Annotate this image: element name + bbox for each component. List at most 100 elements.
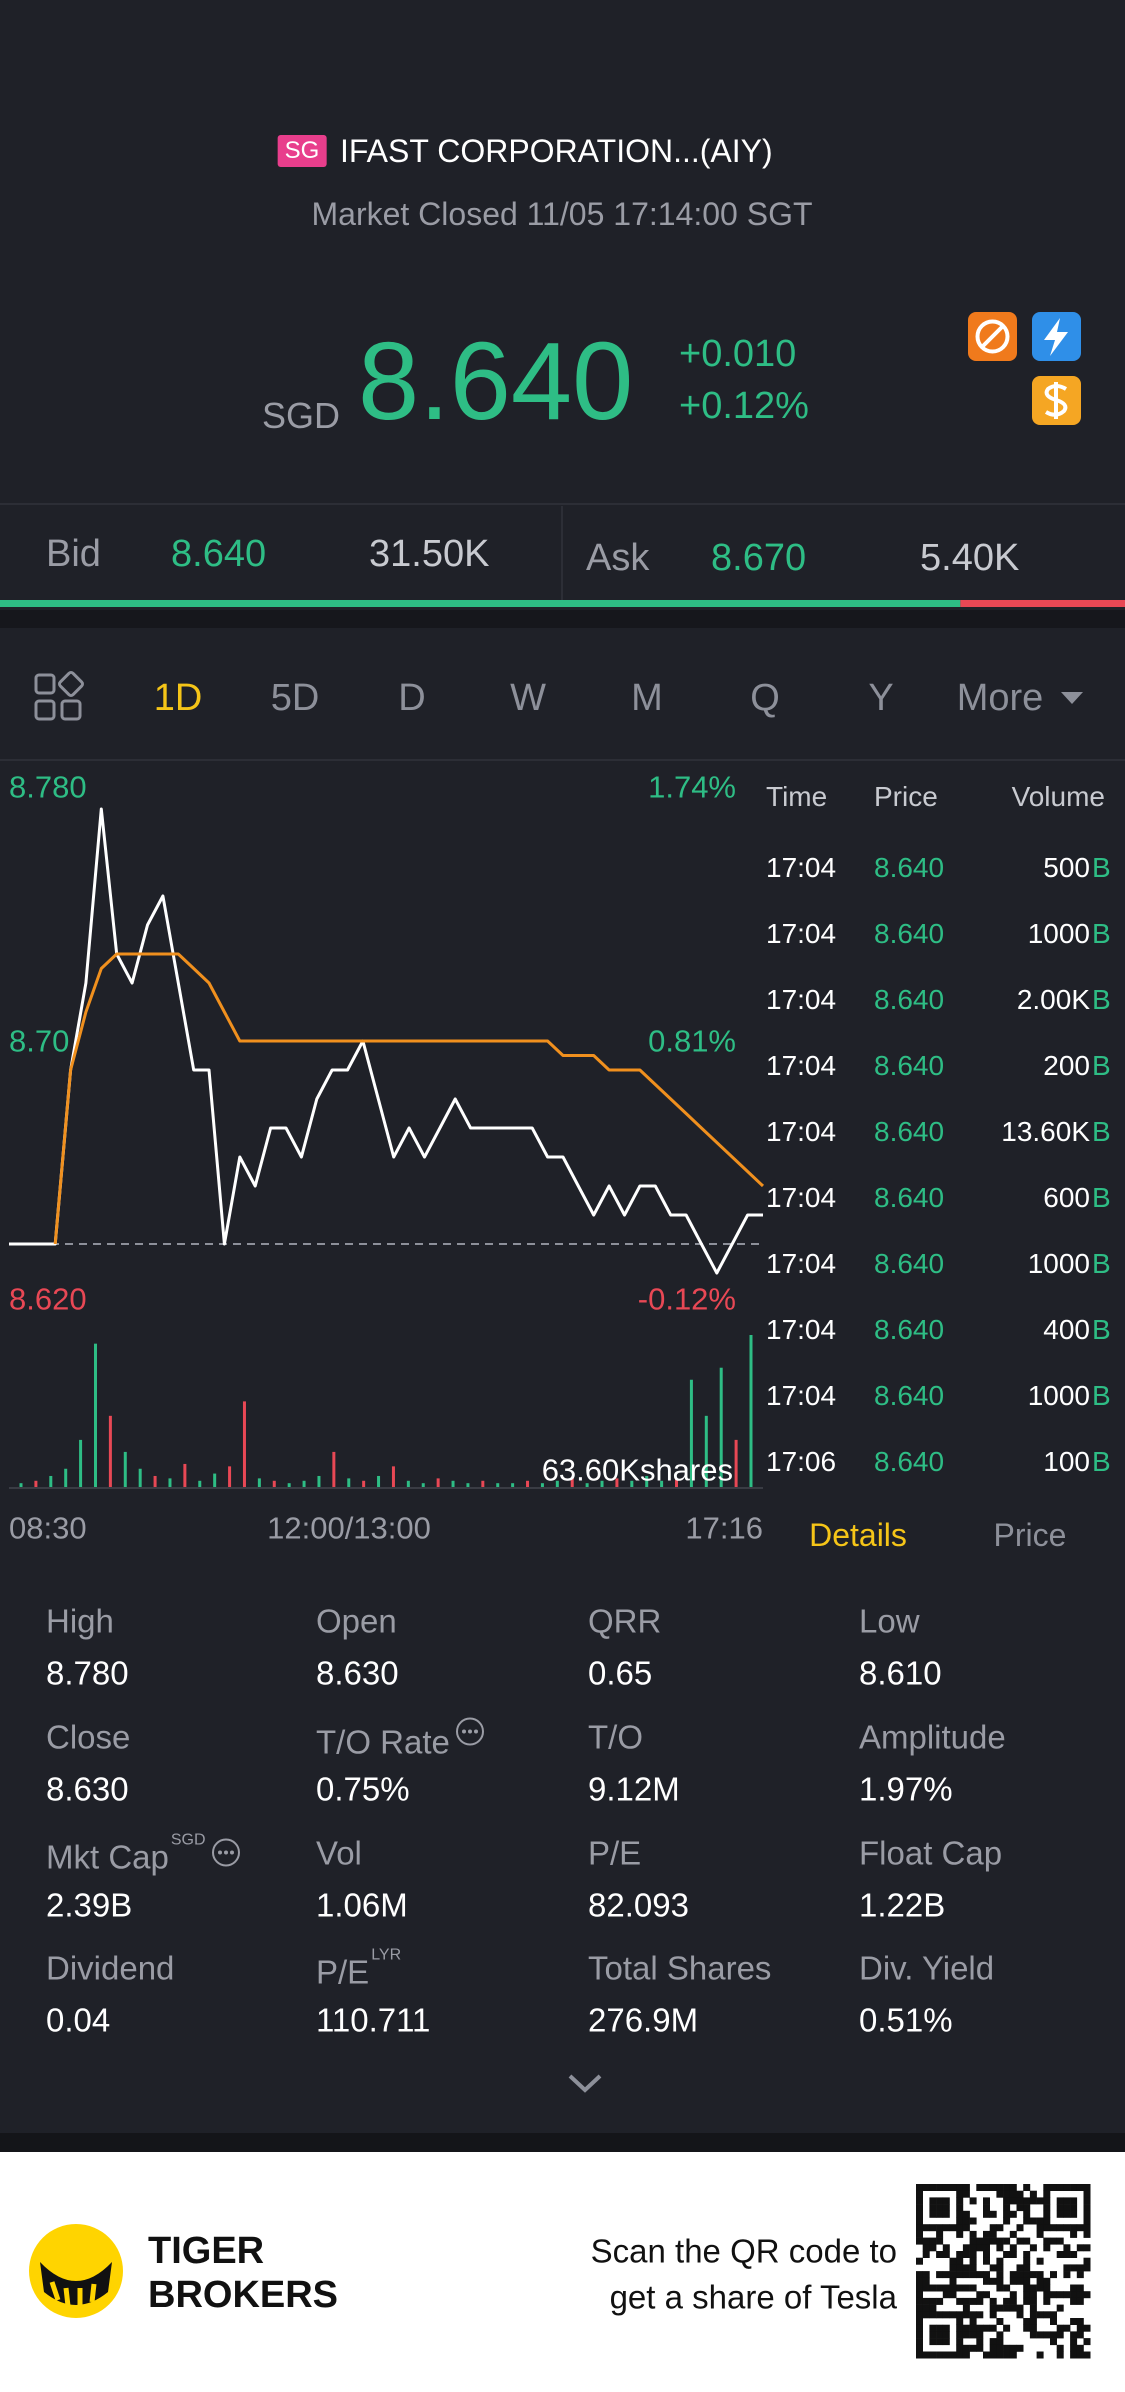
qr-cell xyxy=(916,2284,923,2292)
qr-cell xyxy=(1050,2271,1057,2279)
stat-label: T/O xyxy=(588,1718,643,1756)
qr-cell xyxy=(949,2291,957,2299)
expand-chevron[interactable] xyxy=(568,2074,602,2093)
qr-cell xyxy=(1016,2224,1024,2232)
qr-cell xyxy=(983,2230,990,2238)
qr-cell xyxy=(989,2324,997,2332)
info-icon[interactable] xyxy=(454,1716,486,1748)
qr-cell xyxy=(989,2237,997,2245)
info-icon[interactable] xyxy=(210,1837,242,1869)
period-tab[interactable]: D xyxy=(398,677,426,719)
qr-cell xyxy=(936,2297,944,2305)
trades-header: Price xyxy=(874,781,938,812)
qr-cell xyxy=(1016,2304,1024,2312)
qr-cell xyxy=(1056,2251,1064,2258)
qr-cell xyxy=(1076,2271,1084,2279)
qr-cell xyxy=(989,2351,997,2359)
qr-cell xyxy=(996,2237,1004,2245)
qr-cell xyxy=(1009,2351,1017,2359)
trade-price: 8.640 xyxy=(874,1314,945,1345)
qr-cell xyxy=(969,2297,977,2305)
qr-cell xyxy=(929,2331,937,2339)
qr-cell xyxy=(1009,2271,1017,2279)
qr-cell xyxy=(983,2257,990,2265)
detail-tab[interactable]: Price xyxy=(993,1517,1067,1553)
qr-cell xyxy=(956,2284,964,2292)
trade-volume: 2.00K xyxy=(1016,984,1090,1015)
qr-cell xyxy=(1076,2264,1084,2272)
qr-cell xyxy=(962,2331,970,2339)
qr-cell xyxy=(1009,2291,1017,2299)
qr-cell xyxy=(1070,2338,1078,2346)
qr-cell xyxy=(969,2257,977,2265)
qr-cell xyxy=(1043,2204,1051,2212)
volume-bar xyxy=(302,1480,306,1488)
trade-price: 8.640 xyxy=(874,1446,945,1477)
volume-bar xyxy=(272,1480,276,1488)
trade-side: B xyxy=(1092,1248,1111,1279)
x-label: 17:16 xyxy=(685,1510,763,1546)
qr-cell xyxy=(949,2224,957,2232)
detail-tab[interactable]: Details xyxy=(809,1517,907,1553)
qr-cell xyxy=(942,2291,950,2299)
qr-cell xyxy=(962,2244,970,2252)
qr-cell xyxy=(1023,2184,1031,2191)
trade-time: 17:04 xyxy=(766,918,837,949)
period-tab[interactable]: M xyxy=(631,677,663,719)
qr-cell xyxy=(936,2237,944,2245)
x-label: 12:00/13:00 xyxy=(267,1510,431,1546)
qr-cell xyxy=(1003,2190,1011,2198)
qr-cell xyxy=(1076,2331,1084,2339)
period-tab[interactable]: 5D xyxy=(270,677,320,719)
qr-cell xyxy=(1043,2190,1051,2198)
volume-bar xyxy=(198,1480,202,1488)
trade-volume: 1000 xyxy=(1027,1380,1090,1411)
layout-icon[interactable] xyxy=(34,671,84,721)
qr-cell xyxy=(969,2244,977,2252)
qr-cell xyxy=(1083,2197,1091,2205)
volume-bar xyxy=(421,1483,425,1488)
qr-cell xyxy=(983,2271,990,2279)
qr-cell xyxy=(976,2311,984,2319)
qr-cell xyxy=(922,2304,930,2312)
period-tab[interactable]: Q xyxy=(750,677,780,719)
qr-cell xyxy=(1023,2257,1031,2265)
ask-volume-bar xyxy=(960,600,1125,607)
qr-cell xyxy=(996,2344,1004,2352)
qr-cell xyxy=(1083,2224,1091,2232)
qr-cell xyxy=(989,2311,997,2319)
period-tab[interactable]: 1D xyxy=(153,677,203,719)
trade-price: 8.640 xyxy=(874,1116,945,1147)
qr-cell xyxy=(962,2251,970,2258)
qr-cell xyxy=(1056,2210,1064,2218)
qr-cell xyxy=(1016,2264,1024,2272)
market-status: Market Closed 11/05 17:14:00 SGT xyxy=(311,196,813,232)
qr-cell xyxy=(996,2277,1004,2285)
period-tab[interactable]: More xyxy=(956,677,1044,719)
trade-time: 17:04 xyxy=(766,1116,837,1147)
qr-cell xyxy=(1056,2351,1064,2359)
stat-superscript: LYR xyxy=(371,1946,402,1964)
trades-header: Time xyxy=(766,781,828,812)
qr-cell xyxy=(1076,2344,1084,2352)
volume-bar xyxy=(570,1478,574,1488)
qr-cell xyxy=(956,2197,964,2205)
qr-cell xyxy=(1050,2331,1057,2339)
stat-value: 8.630 xyxy=(316,1654,399,1692)
qr-cell xyxy=(1063,2271,1071,2279)
qr-cell xyxy=(916,2344,923,2352)
qr-cell xyxy=(956,2297,964,2305)
period-tab[interactable]: Y xyxy=(868,677,894,719)
qr-code xyxy=(916,2184,1091,2359)
last-price: 8.640 xyxy=(358,320,634,443)
qr-cell xyxy=(949,2184,957,2191)
qr-cell xyxy=(1070,2291,1078,2299)
qr-cell xyxy=(1083,2217,1091,2225)
qr-cell xyxy=(989,2277,997,2285)
qr-cell xyxy=(1043,2277,1051,2285)
volume-bar xyxy=(123,1451,127,1488)
qr-cell xyxy=(956,2224,964,2232)
period-tab[interactable]: W xyxy=(510,677,546,719)
volume-bar xyxy=(34,1480,38,1488)
qr-cell xyxy=(1043,2197,1051,2205)
